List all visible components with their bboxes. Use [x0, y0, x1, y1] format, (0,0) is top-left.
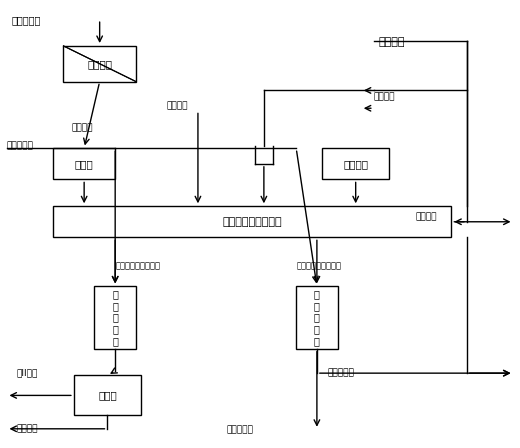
- FancyBboxPatch shape: [322, 148, 389, 180]
- Text: 水平带式真空过滤机: 水平带式真空过滤机: [223, 217, 282, 227]
- Text: 母液桶: 母液桶: [98, 390, 117, 401]
- FancyBboxPatch shape: [53, 148, 115, 180]
- FancyBboxPatch shape: [53, 206, 451, 237]
- FancyBboxPatch shape: [63, 46, 136, 82]
- Text: 布料器: 布料器: [75, 159, 94, 169]
- Text: 气
液
分
离
器: 气 液 分 离 器: [314, 289, 320, 346]
- Text: 去真空系统: 去真空系统: [7, 142, 33, 151]
- FancyBboxPatch shape: [95, 286, 136, 349]
- Text: 预干燥器: 预干燥器: [343, 159, 368, 169]
- Text: 碳化出碱液: 碳化出碱液: [12, 15, 41, 25]
- Text: 滤液水、洗涤水收集: 滤液水、洗涤水收集: [115, 262, 160, 271]
- Text: 低盐重碱: 低盐重碱: [415, 213, 437, 222]
- Text: 滤液水、滤布洗涤水: 滤液水、滤布洗涤水: [296, 262, 341, 271]
- Text: 新鲜洗水: 新鲜洗水: [379, 37, 406, 47]
- Text: 一段洗涤: 一段洗涤: [71, 124, 93, 133]
- Text: 去一段洗涤: 去一段洗涤: [327, 369, 354, 378]
- Text: 预浓缩器: 预浓缩器: [87, 59, 112, 69]
- FancyBboxPatch shape: [296, 286, 337, 349]
- Text: 去布料器: 去布料器: [17, 424, 38, 433]
- FancyBboxPatch shape: [74, 375, 141, 415]
- Text: 去二段洗涤: 去二段洗涤: [226, 425, 253, 434]
- Text: 气
液
分
离
器: 气 液 分 离 器: [112, 289, 118, 346]
- Text: 去II过程: 去II过程: [17, 369, 38, 378]
- Text: 低压蒸汽: 低压蒸汽: [374, 93, 395, 102]
- Text: 二段洗涤: 二段洗涤: [167, 101, 188, 111]
